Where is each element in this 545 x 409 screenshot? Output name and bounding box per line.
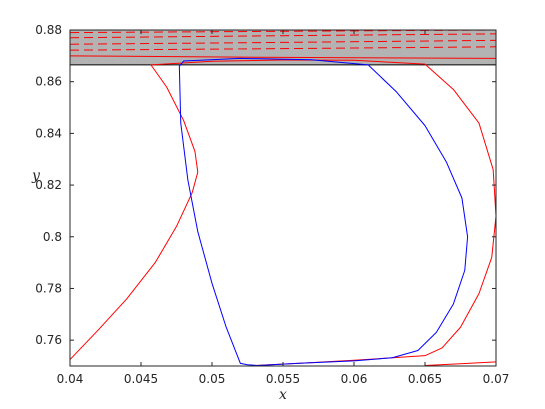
x-tick-label: 0.05 xyxy=(199,372,226,386)
x-tick-label: 0.06 xyxy=(341,372,368,386)
x-axis-label: x xyxy=(279,387,287,403)
y-tick-label: 0.88 xyxy=(35,23,62,37)
x-tick-label: 0.045 xyxy=(124,372,158,386)
y-tick-label: 0.78 xyxy=(35,281,62,295)
series-line-7 xyxy=(70,33,496,39)
plot-area xyxy=(70,30,496,366)
plot-background xyxy=(70,30,496,366)
series-line-4 xyxy=(70,55,496,59)
x-tick-label: 0.04 xyxy=(57,372,84,386)
x-tick-label: 0.055 xyxy=(266,372,300,386)
series-line-6 xyxy=(70,39,496,45)
y-tick-label: 0.8 xyxy=(43,230,62,244)
y-axis-label: y xyxy=(31,168,41,184)
x-tick-label: 0.065 xyxy=(408,372,442,386)
series-line-5 xyxy=(70,46,496,51)
x-tick-label: 0.07 xyxy=(483,372,510,386)
y-tick-label: 0.86 xyxy=(35,75,62,89)
series-line-2 xyxy=(424,361,496,366)
y-tick-label: 0.76 xyxy=(35,333,62,347)
y-tick-label: 0.82 xyxy=(35,178,62,192)
series-line-1 xyxy=(70,59,496,366)
series-line-3 xyxy=(178,57,469,366)
axes: 0.04 0.045 0.05 0.055 0.06 0.065 0.07 0.76 0.78 0… xyxy=(35,23,509,386)
y-tick-label: 0.84 xyxy=(35,126,62,140)
